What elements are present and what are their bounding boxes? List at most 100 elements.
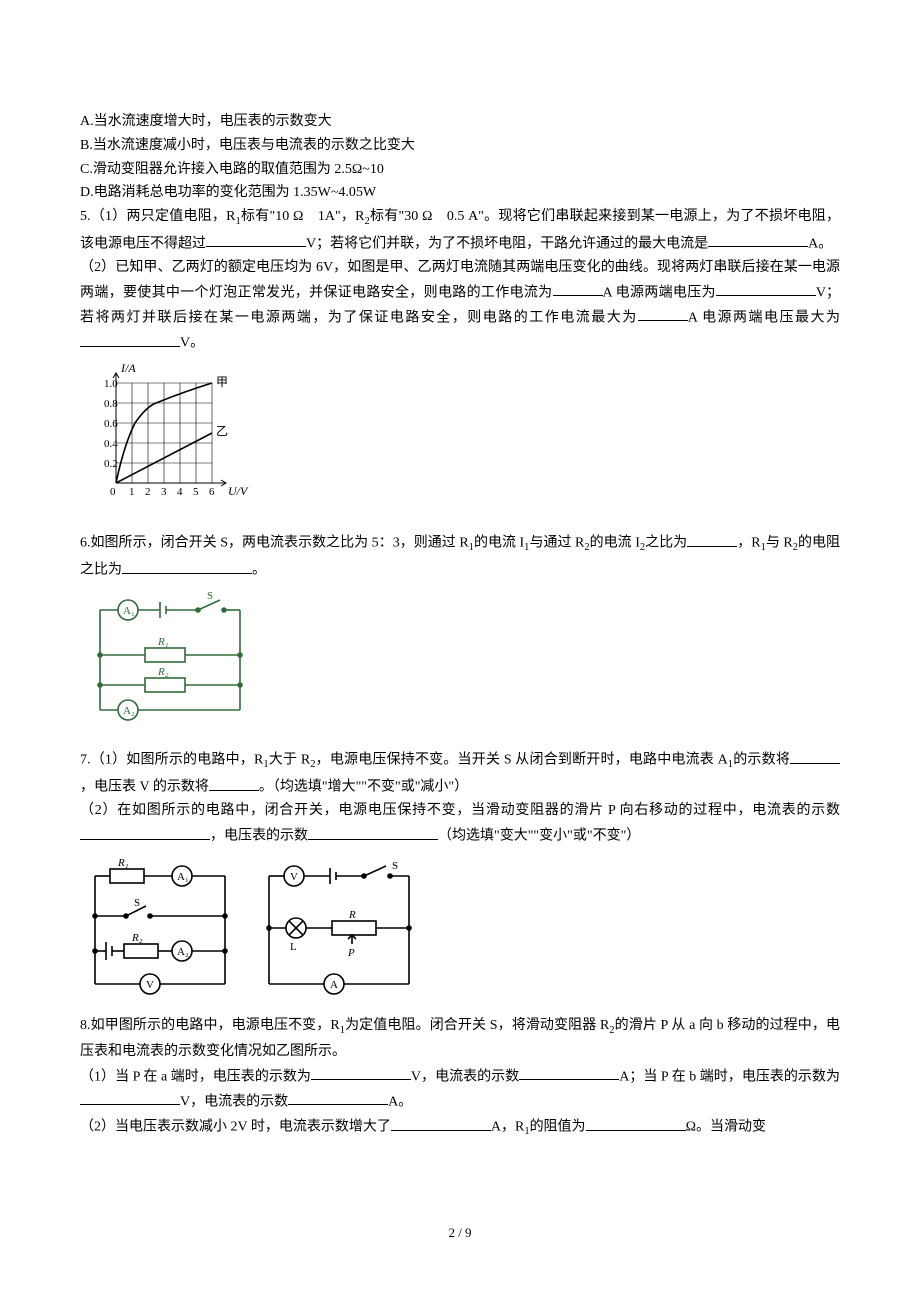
text: 与 R	[766, 536, 793, 551]
text: 大于 R	[269, 753, 311, 768]
svg-text:R: R	[348, 909, 356, 921]
svg-text:0.8: 0.8	[104, 398, 118, 410]
svg-text:0.6: 0.6	[104, 418, 118, 430]
text: 与通过 R	[529, 536, 584, 551]
text: V；若将它们并联，为了不损坏电阻，干路允许通过的最大电流是	[306, 236, 708, 251]
svg-text:P: P	[347, 947, 355, 959]
blank	[687, 530, 737, 546]
blank	[553, 280, 603, 296]
text: ，电源电压保持不变。当开关 S 从闭合到断开时，电路中电流表 A	[315, 753, 727, 768]
svg-text:A₁: A₁	[177, 871, 189, 883]
text: 之比为	[645, 536, 687, 551]
text: A。	[808, 236, 832, 251]
blank	[391, 1114, 491, 1130]
text: 5.（1）两只定值电阻，R	[80, 209, 236, 224]
svg-text:R₂: R₂	[131, 932, 143, 944]
page-footer: 2 / 9	[0, 1222, 920, 1244]
blank	[790, 747, 840, 763]
svg-text:A₂: A₂	[177, 946, 189, 958]
svg-text:1: 1	[129, 486, 135, 498]
q7-diagram-right: V S R P L A	[254, 856, 424, 1006]
svg-text:0.4: 0.4	[104, 438, 118, 450]
blank	[80, 1089, 180, 1105]
page: A.当水流速度增大时，电压表的示数变大 B.当水流速度减小时，电压表与电流表的示…	[0, 0, 920, 1302]
label-yi: 乙	[216, 424, 228, 438]
svg-text:L: L	[290, 941, 297, 953]
text: A。	[388, 1094, 412, 1109]
q5-part2: （2）已知甲、乙两灯的额定电压均为 6V，如图是甲、乙两灯电流随其两端电压变化的…	[80, 256, 840, 355]
svg-text:6: 6	[209, 486, 215, 498]
text: V。	[180, 336, 204, 351]
text: 的示数将	[733, 753, 790, 768]
q7-part1: 7.（1）如图所示的电路中，R1大于 R2，电源电压保持不变。当开关 S 从闭合…	[80, 747, 840, 799]
blank	[308, 823, 438, 839]
text: A 电源两端电压为	[603, 285, 716, 300]
svg-text:A: A	[330, 979, 338, 991]
blank	[80, 330, 180, 346]
text: A；当 P 在 b 端时，电压表的示数为	[619, 1069, 840, 1084]
svg-text:I/A: I/A	[120, 363, 136, 375]
svg-text:S: S	[207, 590, 213, 602]
svg-text:2: 2	[145, 486, 151, 498]
text: ，R	[737, 536, 760, 551]
text: 为定值电阻。闭合开关 S，将滑动变阻器 R	[345, 1018, 609, 1033]
blank	[209, 774, 259, 790]
text: 的电流 I	[474, 536, 524, 551]
text: A，R	[491, 1120, 524, 1135]
svg-text:5: 5	[193, 486, 199, 498]
option-a: A.当水流速度增大时，电压表的示数变大	[80, 110, 840, 134]
option-d: D.电路消耗总电功率的变化范围为 1.35W~4.05W	[80, 181, 840, 205]
text: 7.（1）如图所示的电路中，R	[80, 753, 263, 768]
svg-text:U/V: U/V	[228, 484, 249, 498]
blank	[708, 231, 808, 247]
option-b: B.当水流速度减小时，电压表与电流表的示数之比变大	[80, 134, 840, 158]
text: Ω。当滑动变	[686, 1120, 766, 1135]
text: V，电流表的示数	[411, 1069, 519, 1084]
text: 。	[252, 563, 266, 578]
label-jia: 甲	[216, 375, 228, 389]
q5-chart: 1.0 0.8 0.6 0.4 0.2 0 1 2 3 4 5 6 I/A U/…	[80, 363, 840, 522]
blank	[716, 280, 816, 296]
q6-diagram: A₁ A₂ S R₁ R₂	[80, 590, 840, 739]
svg-text:V: V	[146, 979, 154, 991]
q8-part2: （1）当 P 在 a 端时，电压表的示数为 V，电流表的示数 A；当 P 在 b 端…	[80, 1064, 840, 1114]
svg-text:A₂: A₂	[123, 705, 135, 717]
svg-text:R₂: R₂	[157, 666, 169, 678]
svg-text:4: 4	[177, 486, 183, 498]
blank	[122, 557, 252, 573]
text: V，电流表的示数	[180, 1094, 288, 1109]
svg-text:0: 0	[110, 486, 116, 498]
text: （2）当电压表示数减小 2V 时，电流表示数增大了	[80, 1120, 391, 1135]
blank	[80, 823, 210, 839]
q7-part2: （2）在如图所示的电路中，闭合开关，电源电压保持不变，当滑动变阻器的滑片 P 向…	[80, 799, 840, 848]
q7-diagram-left: R₁ A₁ S R₂ A₂ V	[80, 856, 240, 1006]
svg-text:R₁: R₁	[157, 636, 169, 648]
text: A 电源两端电压最大为	[688, 310, 840, 325]
q5-part1: 5.（1）两只定值电阻，R1标有"10 Ω 1A"，R2标有"30 Ω 0.5 …	[80, 205, 840, 256]
text: 8.如甲图所示的电路中，电源电压不变，R	[80, 1018, 340, 1033]
text: （1）当 P 在 a 端时，电压表的示数为	[80, 1069, 311, 1084]
text: ，电压表的示数	[210, 829, 308, 844]
blank	[519, 1064, 619, 1080]
svg-text:1.0: 1.0	[104, 378, 118, 390]
svg-text:S: S	[392, 860, 398, 872]
q7-diagrams: R₁ A₁ S R₂ A₂ V	[80, 856, 840, 1006]
blank	[206, 231, 306, 247]
q8-part3: （2）当电压表示数减小 2V 时，电流表示数增大了A，R1的阻值为Ω。当滑动变	[80, 1114, 840, 1141]
svg-text:V: V	[290, 871, 298, 883]
q8-part1: 8.如甲图所示的电路中，电源电压不变，R1为定值电阻。闭合开关 S，将滑动变阻器…	[80, 1014, 840, 1063]
blank	[586, 1114, 686, 1130]
svg-text:0.2: 0.2	[104, 458, 118, 470]
text: （均选填"变大""变小"或"不变"）	[438, 829, 640, 844]
text: 标有"10 Ω 1A"，R	[241, 209, 365, 224]
q6: 6.如图所示，闭合开关 S，两电流表示数之比为 5：3，则通过 R1的电流 I1…	[80, 530, 840, 582]
option-c: C.滑动变阻器允许接入电路的取值范围为 2.5Ω~10	[80, 158, 840, 182]
blank	[311, 1064, 411, 1080]
text: 的阻值为	[530, 1120, 586, 1135]
svg-text:R₁: R₁	[117, 857, 129, 869]
blank	[288, 1089, 388, 1105]
text: 6.如图所示，闭合开关 S，两电流表示数之比为 5：3，则通过 R	[80, 536, 469, 551]
text: ，电压表 V 的示数将	[80, 780, 209, 795]
text: （2）在如图所示的电路中，闭合开关，电源电压保持不变，当滑动变阻器的滑片 P 向…	[80, 803, 840, 818]
svg-text:A₁: A₁	[123, 605, 135, 617]
